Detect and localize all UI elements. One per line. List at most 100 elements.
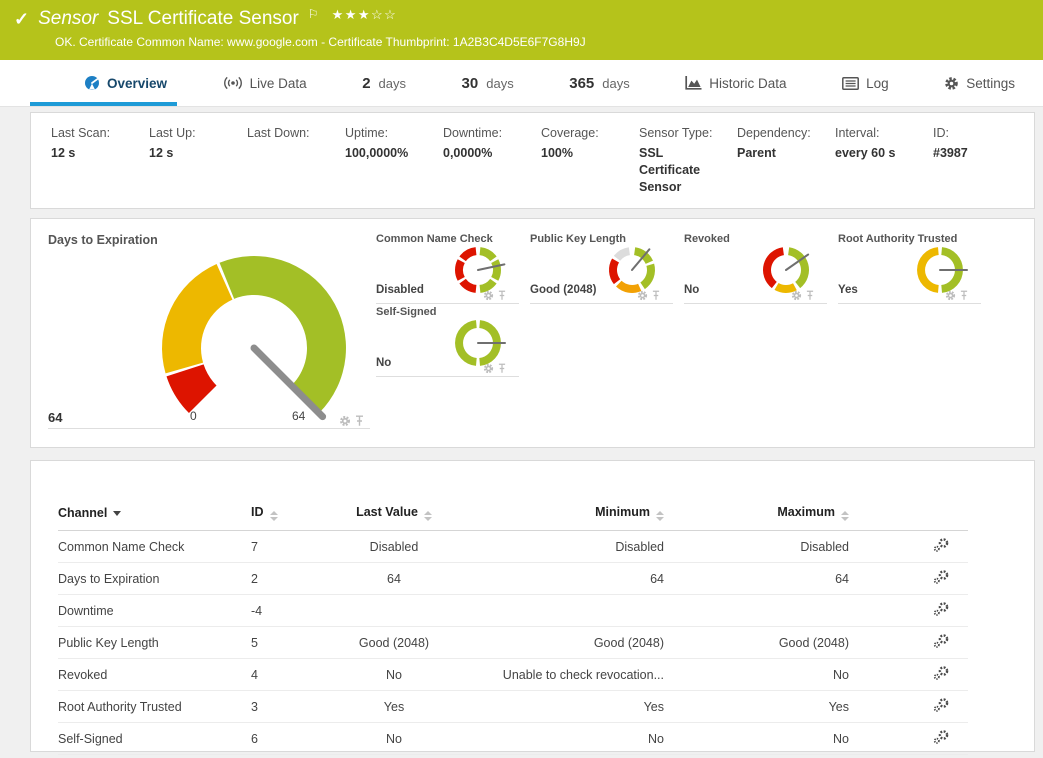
- gauge-card-root-authority-trusted[interactable]: Root Authority Trusted Yes: [838, 231, 981, 304]
- table-row[interactable]: Common Name Check 7 Disabled Disabled Disabl…: [58, 530, 968, 563]
- channel-settings-icon[interactable]: [933, 697, 950, 713]
- status-ok-check-icon: ✓: [14, 9, 30, 29]
- tab-overview[interactable]: Overview: [30, 60, 178, 106]
- gauge-card-self-signed[interactable]: Self-Signed No: [376, 304, 519, 377]
- tab-log[interactable]: Log: [832, 60, 899, 106]
- cell-last-value: No: [321, 658, 467, 691]
- tab-label: Overview: [107, 75, 168, 91]
- gauge-pin-icon[interactable]: [652, 290, 660, 301]
- tab-number: 2: [362, 74, 371, 92]
- table-row[interactable]: Revoked 4 No Unable to check revocation... N…: [58, 658, 968, 691]
- gauge-card-days-to-expiration[interactable]: Days to Expiration 64 0 64: [48, 231, 370, 429]
- channel-settings-icon[interactable]: [933, 537, 950, 553]
- tab-30-days[interactable]: 30 days: [452, 60, 524, 106]
- flag-icon[interactable]: ⚐: [307, 7, 319, 21]
- channel-settings-icon[interactable]: [933, 665, 950, 681]
- channel-table: Channel ID Last Value Minimum Maximum Co…: [58, 505, 968, 755]
- cell-actions: [849, 562, 968, 595]
- channel-table-body: Common Name Check 7 Disabled Disabled Disabl…: [58, 530, 968, 755]
- gauge-title: Root Authority Trusted: [838, 233, 958, 245]
- gauge-settings-icon[interactable]: [637, 290, 648, 301]
- cell-id: 3: [251, 690, 321, 723]
- gauge-pin-icon[interactable]: [806, 290, 814, 301]
- column-header-maximum[interactable]: Maximum: [664, 505, 849, 531]
- table-row[interactable]: Downtime -4: [58, 594, 968, 627]
- table-row[interactable]: Days to Expiration 2 64 64 64: [58, 562, 968, 595]
- gauge-title: Self-Signed: [376, 306, 437, 318]
- info-interval: Interval: every 60 s: [835, 126, 896, 160]
- info-last-scan: Last Scan: 12 s: [51, 126, 111, 160]
- tab-365-days[interactable]: 365 days: [559, 60, 640, 106]
- cell-last-value: Good (2048): [321, 626, 467, 659]
- cell-minimum: Unable to check revocation...: [467, 658, 664, 691]
- cell-actions: [849, 690, 968, 723]
- column-header-channel[interactable]: Channel: [58, 505, 251, 531]
- tab-historic-data[interactable]: Historic Data: [675, 60, 796, 106]
- cell-maximum: No: [664, 658, 849, 691]
- gauge-card-public-key-length[interactable]: Public Key Length Good (2048): [530, 231, 673, 304]
- cell-actions: [849, 658, 968, 691]
- sensor-info-panel: Last Scan: 12 s Last Up: 12 s Last Down: U…: [30, 112, 1035, 209]
- gauge-card-revoked[interactable]: Revoked No: [684, 231, 827, 304]
- channel-settings-icon[interactable]: [933, 601, 950, 617]
- priority-stars[interactable]: ★★★☆☆: [331, 7, 398, 22]
- cell-maximum: 64: [664, 562, 849, 595]
- gauge-scale-max: 64: [292, 409, 306, 423]
- column-header-id[interactable]: ID: [251, 505, 321, 531]
- info-downtime: Downtime: 0,0000%: [443, 126, 503, 160]
- gauge-pin-icon[interactable]: [355, 415, 364, 427]
- info-uptime: Uptime: 100,0000%: [345, 126, 409, 160]
- table-row[interactable]: Root Authority Trusted 3 Yes Yes Yes: [58, 690, 968, 723]
- tab-2-days[interactable]: 2 days: [352, 60, 416, 106]
- tab-number: 30: [461, 74, 479, 92]
- gauge-title: Common Name Check: [376, 233, 493, 245]
- table-row[interactable]: Public Key Length 5 Good (2048) Good (2048)…: [58, 626, 968, 659]
- gauge-settings-icon[interactable]: [483, 290, 494, 301]
- channel-settings-icon[interactable]: [933, 569, 950, 585]
- revoked-gauge: [763, 247, 810, 294]
- gauge-pin-icon[interactable]: [498, 290, 506, 301]
- small-gauges-grid: Common Name Check Disabled Public Key Le…: [376, 231, 992, 377]
- cell-maximum: Good (2048): [664, 626, 849, 659]
- gauge-card-common-name-check[interactable]: Common Name Check Disabled: [376, 231, 519, 304]
- cell-last-value: No: [321, 722, 467, 755]
- info-last-up: Last Up: 12 s: [149, 126, 196, 160]
- log-icon: [842, 76, 860, 90]
- tab-label: days: [486, 75, 514, 91]
- tab-settings[interactable]: Settings: [934, 60, 1025, 106]
- gauge-settings-icon[interactable]: [339, 415, 351, 427]
- cell-id: 5: [251, 626, 321, 659]
- gauges-panel: Days to Expiration 64 0 64 Common Name C…: [30, 218, 1035, 448]
- info-id: ID: #3987: [933, 126, 968, 160]
- gauge-settings-icon[interactable]: [483, 363, 494, 374]
- gauge-settings-icon[interactable]: [791, 290, 802, 301]
- cell-id: 7: [251, 530, 321, 563]
- cell-minimum: Good (2048): [467, 626, 664, 659]
- days-to-expiration-gauge: [161, 256, 346, 421]
- cell-id: -4: [251, 594, 321, 627]
- gauge-title: Public Key Length: [530, 233, 626, 245]
- sort-desc-icon: [113, 511, 122, 516]
- column-header-minimum[interactable]: Minimum: [467, 505, 664, 531]
- tab-live-data[interactable]: Live Data: [213, 60, 317, 106]
- channel-settings-icon[interactable]: [933, 729, 950, 745]
- root-authority-trusted-gauge: [917, 247, 968, 293]
- gauge-settings-icon[interactable]: [945, 290, 956, 301]
- cell-channel: Public Key Length: [58, 626, 251, 659]
- gauge-pin-icon[interactable]: [960, 290, 968, 301]
- cell-actions: [849, 626, 968, 659]
- info-sensor-type: Sensor Type: SSL Certificate Sensor: [639, 126, 713, 194]
- gauge-current-value: No: [376, 357, 392, 369]
- cell-minimum: No: [467, 722, 664, 755]
- gauge-title: Days to Expiration: [48, 233, 158, 247]
- table-row[interactable]: Self-Signed 6 No No No: [58, 722, 968, 755]
- gauge-pin-icon[interactable]: [498, 363, 506, 374]
- column-header-last-value[interactable]: Last Value: [321, 505, 467, 531]
- channel-settings-icon[interactable]: [933, 633, 950, 649]
- gauge-current-value: Yes: [838, 284, 858, 296]
- cell-channel: Downtime: [58, 594, 251, 627]
- gear-icon: [944, 76, 959, 91]
- cell-last-value: Disabled: [321, 530, 467, 563]
- cell-minimum: [467, 594, 664, 627]
